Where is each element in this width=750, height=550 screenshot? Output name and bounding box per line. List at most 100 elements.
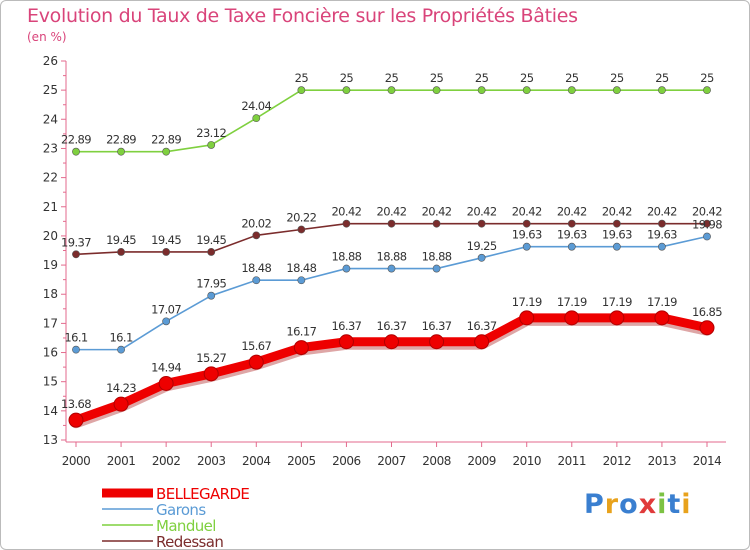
x-tick-label: 2010: [512, 454, 541, 468]
y-unit-label: (en %): [27, 30, 67, 44]
x-tick-label: 2012: [603, 454, 632, 468]
data-point-redessan: [658, 219, 666, 228]
data-point-manduel: [387, 86, 396, 95]
logo-letter: t: [667, 489, 682, 520]
data-label-redessan: 19.45: [151, 233, 181, 247]
data-point-redessan: [432, 219, 441, 228]
data-label-garons: 16.1: [109, 331, 132, 345]
data-label-redessan: 20.42: [467, 205, 497, 219]
data-point-bellegarde: [519, 310, 535, 326]
data-point-bellegarde: [338, 334, 354, 350]
x-tick-label: 2001: [107, 454, 136, 468]
x-tick-label: 2004: [242, 454, 271, 468]
data-label-redessan: 19.37: [61, 235, 91, 249]
data-point-garons: [162, 317, 171, 326]
data-point-manduel: [297, 86, 306, 95]
data-label-redessan: 20.42: [512, 205, 542, 219]
logo-letter: P: [584, 489, 605, 520]
data-point-bellegarde: [429, 334, 445, 350]
y-tick-label: 14: [43, 404, 58, 418]
y-tick-label: 23: [43, 141, 58, 155]
data-point-manduel: [162, 147, 171, 156]
data-label-bellegarde: 16.37: [377, 319, 407, 333]
data-label-garons: 19.25: [467, 239, 497, 253]
data-label-bellegarde: 14.23: [106, 381, 136, 395]
data-point-bellegarde: [113, 396, 129, 412]
data-label-garons: 17.95: [196, 277, 226, 291]
x-tick-label: 2006: [332, 454, 361, 468]
data-label-manduel: 22.89: [61, 133, 91, 147]
data-label-manduel: 24.04: [241, 99, 271, 113]
data-label-garons: 18.88: [377, 250, 407, 264]
data-point-redessan: [252, 231, 261, 240]
data-label-manduel: 25: [475, 71, 489, 85]
data-point-garons: [567, 242, 576, 251]
legend-label-bellegarde: BELLEGARDE: [156, 485, 249, 503]
y-tick-label: 24: [43, 112, 58, 126]
data-label-bellegarde: 17.19: [602, 295, 632, 309]
logo-letter: x: [638, 489, 658, 520]
data-label-garons: 19.98: [692, 218, 722, 232]
data-point-manduel: [522, 86, 531, 95]
data-label-bellegarde: 17.19: [647, 295, 677, 309]
data-label-manduel: 25: [430, 71, 444, 85]
data-point-manduel: [432, 86, 441, 95]
data-label-redessan: 20.42: [422, 205, 452, 219]
data-point-manduel: [658, 86, 666, 95]
data-point-redessan: [72, 250, 80, 259]
data-point-bellegarde: [68, 412, 84, 428]
data-point-redessan: [117, 248, 125, 256]
x-tick-label: 2011: [558, 454, 587, 468]
data-label-manduel: 23.12: [196, 126, 226, 140]
data-label-redessan: 19.45: [106, 233, 136, 247]
data-label-bellegarde: 16.37: [467, 319, 497, 333]
data-point-garons: [252, 276, 261, 285]
y-tick-label: 21: [43, 200, 58, 214]
logo-letter: o: [619, 489, 639, 520]
x-tick-label: 2003: [197, 454, 226, 468]
data-point-bellegarde: [564, 310, 580, 326]
data-label-bellegarde: 16.37: [331, 319, 361, 333]
chart-title: Evolution du Taux de Taxe Foncière sur l…: [27, 5, 578, 27]
data-point-bellegarde: [158, 375, 174, 391]
data-point-garons: [72, 345, 80, 354]
data-point-manduel: [72, 147, 80, 156]
data-point-redessan: [162, 248, 171, 256]
data-label-garons: 19.63: [557, 228, 587, 242]
data-point-bellegarde: [293, 340, 309, 356]
data-point-garons: [297, 276, 306, 285]
proxiti-logo: Proxiti: [584, 489, 692, 520]
data-label-redessan: 20.42: [377, 205, 407, 219]
data-point-garons: [658, 242, 666, 251]
data-label-redessan: 20.42: [602, 205, 632, 219]
data-label-redessan: 20.42: [331, 205, 361, 219]
data-point-manduel: [477, 86, 486, 95]
data-label-bellegarde: 16.17: [286, 325, 316, 339]
data-point-bellegarde: [699, 320, 715, 336]
data-label-manduel: 22.89: [106, 133, 136, 147]
data-point-garons: [387, 264, 396, 273]
data-label-bellegarde: 15.67: [241, 339, 271, 353]
data-label-redessan: 19.45: [196, 233, 226, 247]
y-tick-label: 22: [43, 171, 58, 185]
data-point-redessan: [477, 219, 486, 228]
data-label-bellegarde: 16.85: [692, 305, 722, 319]
data-point-redessan: [387, 219, 396, 228]
data-label-garons: 19.63: [512, 228, 542, 242]
data-label-garons: 19.63: [647, 228, 677, 242]
data-label-garons: 19.63: [602, 228, 632, 242]
data-label-redessan: 20.42: [557, 205, 587, 219]
y-tick-label: 19: [43, 258, 58, 272]
y-tick-label: 15: [43, 375, 58, 389]
logo-letter: i: [681, 489, 692, 520]
data-point-bellegarde: [248, 354, 264, 370]
data-label-redessan: 20.42: [647, 205, 677, 219]
data-point-manduel: [207, 141, 216, 149]
data-label-manduel: 25: [700, 71, 714, 85]
data-point-manduel: [252, 114, 261, 123]
x-tick-label: 2008: [422, 454, 451, 468]
data-label-garons: 18.88: [331, 250, 361, 264]
data-label-bellegarde: 15.27: [196, 351, 226, 365]
